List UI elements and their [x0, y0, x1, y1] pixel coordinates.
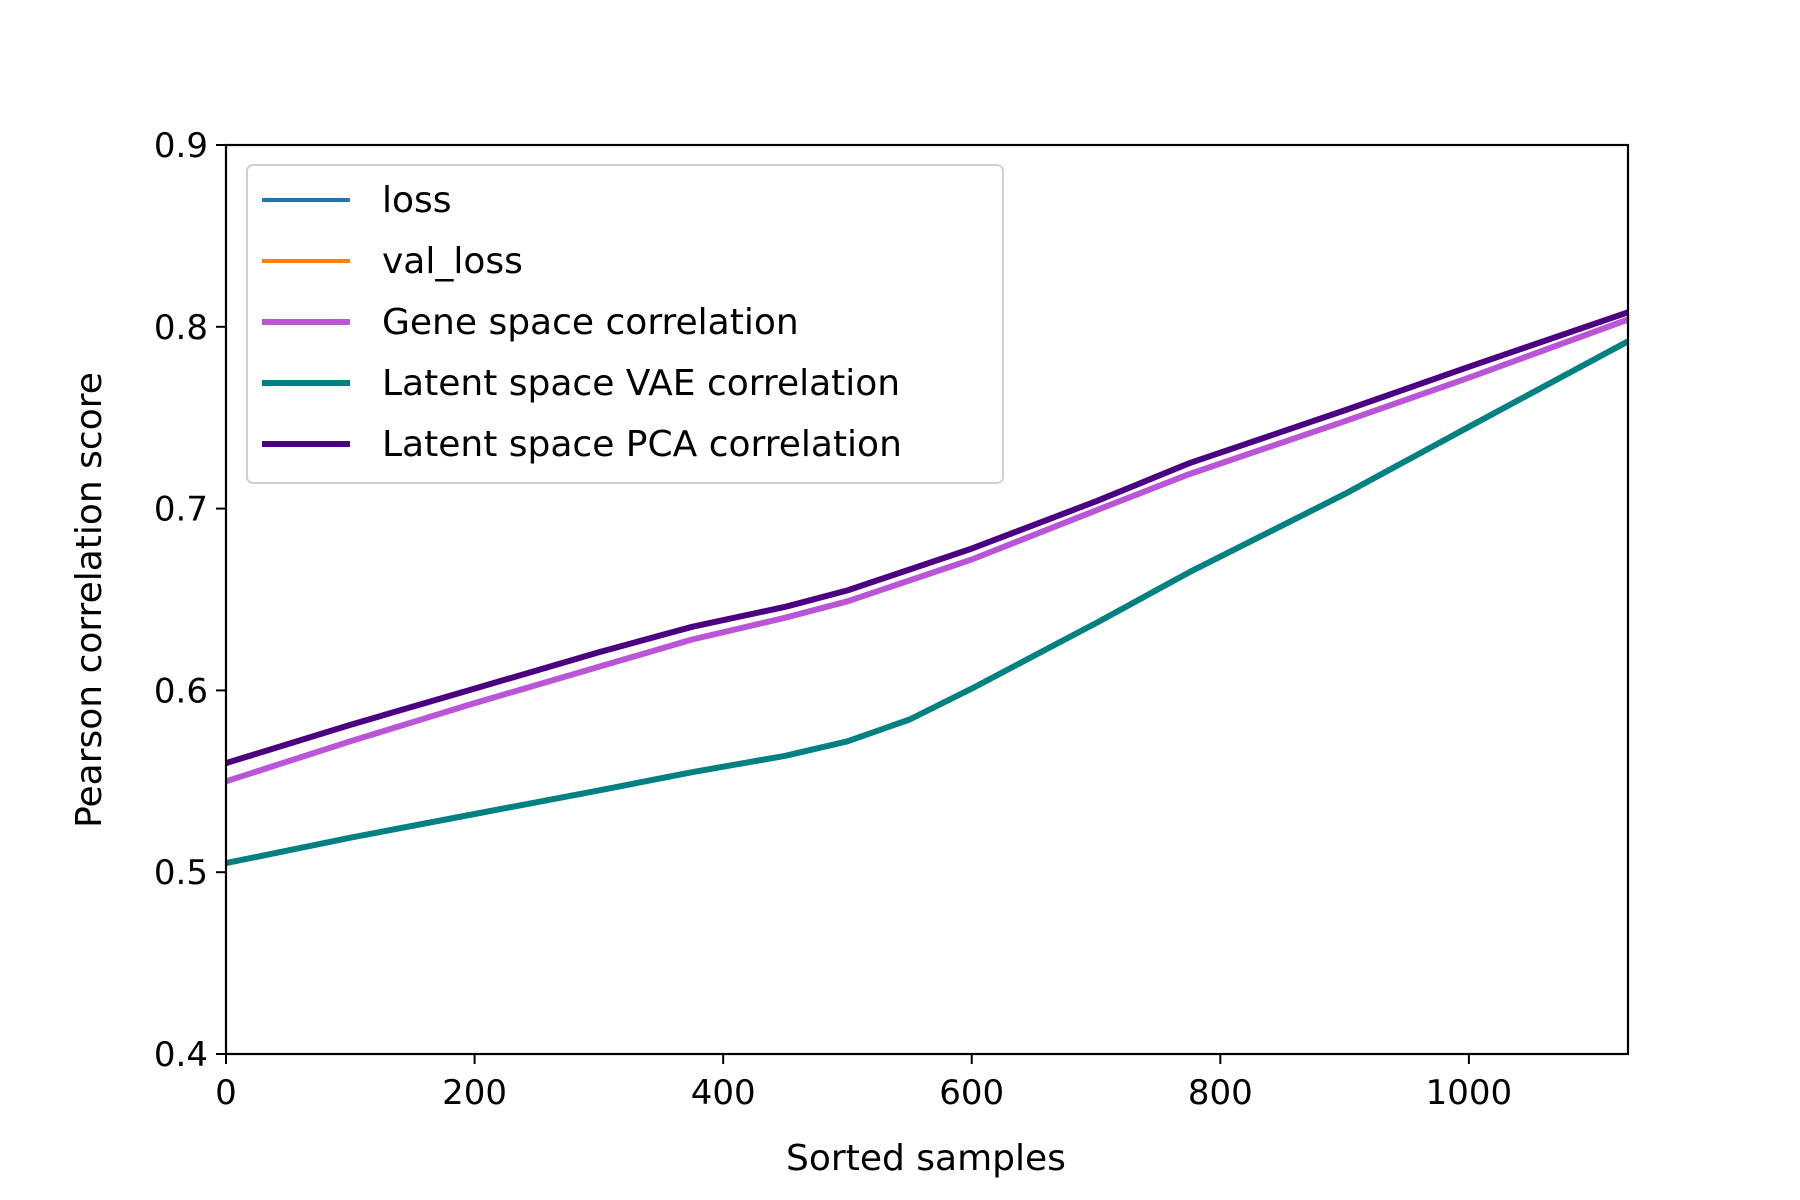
y-tick-label: 0.8 [154, 308, 208, 348]
legend-label-3: Latent space VAE correlation [382, 363, 900, 404]
x-tick-label: 400 [691, 1073, 756, 1113]
legend-label-4: Latent space PCA correlation [382, 424, 902, 465]
x-tick-label: 0 [215, 1073, 237, 1113]
y-tick-label: 0.4 [154, 1035, 208, 1075]
y-tick-label: 0.7 [154, 490, 208, 530]
x-axis-label: Sorted samples [786, 1138, 1066, 1179]
legend-label-2: Gene space correlation [382, 302, 799, 343]
x-tick-label: 800 [1188, 1073, 1253, 1113]
y-axis-label: Pearson correlation score [69, 372, 110, 828]
legend: loss val_loss Gene space correlation Latent… [247, 165, 1003, 483]
y-tick-label: 0.9 [154, 126, 208, 166]
y-tick-label: 0.5 [154, 853, 208, 893]
x-tick-label: 600 [939, 1073, 1004, 1113]
x-tick-label: 1000 [1426, 1073, 1513, 1113]
legend-label-1: val_loss [382, 241, 523, 282]
legend-label-0: loss [382, 180, 452, 221]
y-tick-label: 0.6 [154, 671, 208, 711]
x-tick-label: 200 [442, 1073, 507, 1113]
